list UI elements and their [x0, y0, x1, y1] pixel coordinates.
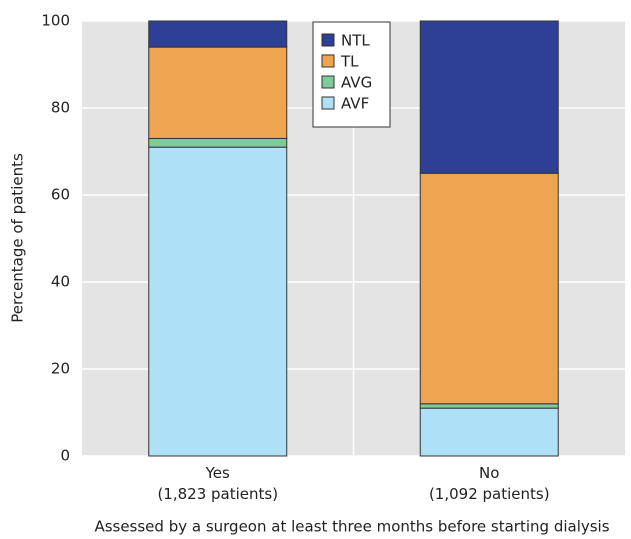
- legend-swatch: [321, 33, 335, 47]
- legend-label: NTL: [341, 32, 370, 50]
- legend-swatch: [321, 75, 335, 89]
- bar-segment: [419, 403, 559, 409]
- x-tick-label: No (1,092 patients): [428, 464, 550, 503]
- legend-label: TL: [340, 53, 359, 71]
- bar-segment: [148, 46, 288, 139]
- y-tick-label: 40: [51, 273, 70, 291]
- y-tick-label: 60: [51, 186, 70, 204]
- x-tick-label: Yes (1,823 patients): [157, 464, 279, 503]
- bar-segment: [419, 407, 559, 457]
- bar-segment: [148, 20, 288, 48]
- y-tick-label: 0: [60, 447, 70, 465]
- legend-swatch: [321, 96, 335, 110]
- bar-segment: [419, 20, 559, 174]
- legend-label: AVG: [341, 74, 372, 92]
- y-tick-label: 80: [51, 99, 70, 117]
- y-tick-label: 20: [51, 360, 70, 378]
- x-axis-title: Assessed by a surgeon at least three mon…: [94, 518, 609, 536]
- bar-segment: [148, 137, 288, 148]
- y-tick-label: 100: [41, 12, 70, 30]
- bar-segment: [148, 146, 288, 457]
- bar-segment: [419, 172, 559, 405]
- legend-swatch: [321, 54, 335, 68]
- legend-label: AVF: [341, 95, 369, 113]
- y-axis-title: Percentage of patients: [9, 153, 27, 323]
